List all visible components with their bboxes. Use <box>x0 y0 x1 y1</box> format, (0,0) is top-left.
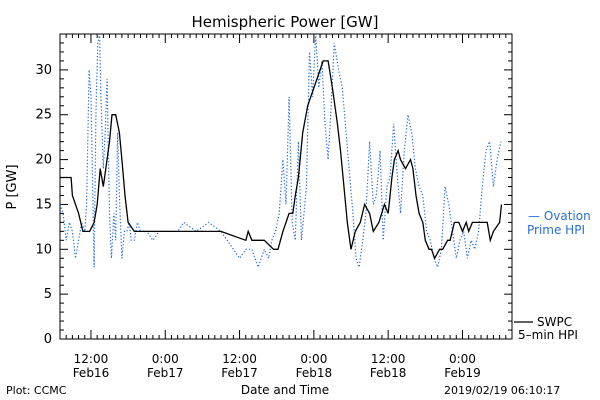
x-tick-label-date: Feb16 <box>73 366 110 380</box>
x-tick-label-time: 0:00 <box>300 352 327 366</box>
x-axis: 12:00Feb160:00Feb1712:00Feb170:00Feb1812… <box>59 34 513 380</box>
series-line-swpc <box>60 60 503 260</box>
x-tick-label-date: Feb17 <box>147 366 184 380</box>
x-tick-label-time: 0:00 <box>152 352 179 366</box>
x-tick-label-date: Feb19 <box>444 366 481 380</box>
y-tick-label: 10 <box>35 242 52 257</box>
legend-swpc: SWPC 5–min HPI <box>514 315 578 342</box>
x-tick-label-date: Feb17 <box>221 366 258 380</box>
legend-ovation-label-line2: Prime HPI <box>527 223 585 237</box>
legend-swpc-label-line1: SWPC <box>537 315 572 329</box>
x-tick-label-time: 12:00 <box>222 352 257 366</box>
series-line-ovation-prime <box>60 34 502 270</box>
x-tick-label-time: 12:00 <box>74 352 109 366</box>
legend-ovation-label-line1: — Ovation <box>528 209 591 223</box>
x-tick-label-date: Feb18 <box>296 366 333 380</box>
x-axis-label: Date and Time <box>241 383 329 397</box>
footer-timestamp: 2019/02/19 06:10:17 <box>444 384 560 397</box>
legend-ovation: — Ovation Prime HPI <box>527 209 591 237</box>
plot-area <box>60 34 503 270</box>
y-tick-label: 30 <box>35 63 52 78</box>
y-tick-label: 20 <box>35 153 52 168</box>
legend-swpc-label-line2: 5–min HPI <box>518 328 578 342</box>
y-tick-label: 15 <box>35 197 52 212</box>
x-tick-label-time: 12:00 <box>371 352 406 366</box>
plot-frame <box>59 33 513 340</box>
x-tick-label-time: 0:00 <box>449 352 476 366</box>
y-tick-label: 5 <box>44 287 52 302</box>
chart-title: Hemispheric Power [GW] <box>192 13 379 31</box>
y-tick-label: 25 <box>35 108 52 123</box>
footer-credit: Plot: CCMC <box>6 384 67 397</box>
y-axis: 0 5 10 15 20 25 30 <box>35 33 512 347</box>
y-axis-label: P [GW] <box>5 164 20 209</box>
y-tick-label: 0 <box>44 332 52 347</box>
x-tick-label-date: Feb18 <box>370 366 407 380</box>
